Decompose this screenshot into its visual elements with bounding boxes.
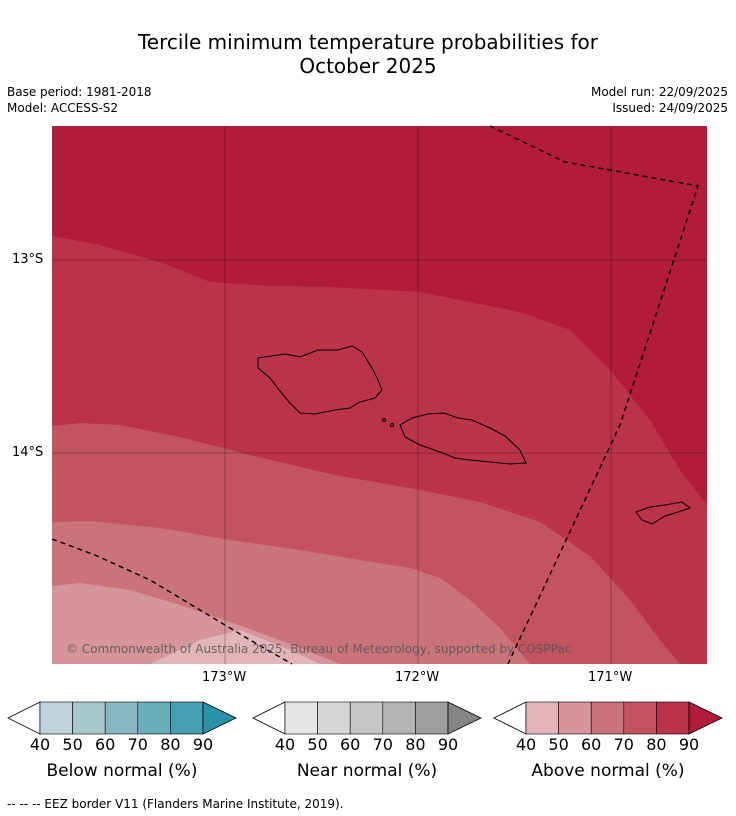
colorbar-tick-label: 80 (405, 735, 426, 754)
upolu-island (399, 412, 527, 465)
meta-right: Model run: 22/09/2025 Issued: 24/09/2025 (591, 84, 728, 116)
colorbar-segment (284, 701, 318, 735)
colorbar-tick-label: 80 (646, 735, 667, 754)
model-run: Model run: 22/09/2025 (590, 85, 728, 99)
legend-title: Above normal (%) (531, 761, 685, 781)
colorbar-tick-label: 50 (548, 735, 569, 754)
colorbar-segment (590, 701, 625, 735)
colorbar-tick-label: 70 (127, 735, 148, 754)
meta-left: Base period: 1981-2018 Model: ACCESS-S2 (7, 84, 152, 116)
tutuila-island (635, 501, 692, 525)
colorbar-max-arrow (447, 701, 482, 735)
colorbar-max-arrow (688, 701, 723, 735)
title-line-2: October 2025 (299, 54, 437, 78)
legend-above: 40 50 60 70 80 90 Above normal (%) (493, 700, 723, 790)
colorbar-segment (72, 701, 106, 735)
lon-label-173w: 173°W (202, 670, 247, 685)
colorbar-segment (415, 701, 449, 735)
colorbar-tick-label: 60 (340, 735, 361, 754)
colorbar-tick-label: 70 (613, 735, 634, 754)
islet-2 (390, 423, 394, 427)
colorbar (7, 701, 237, 735)
title-line-1: Tercile minimum temperature probabilitie… (137, 30, 599, 54)
colorbar-segment (656, 701, 690, 735)
colorbar (252, 701, 482, 735)
map-title: Tercile minimum temperature probabilitie… (0, 30, 736, 78)
colorbar-segment (623, 701, 657, 735)
colorbar-tick-label: 90 (678, 735, 700, 754)
colorbar-segment (382, 701, 416, 735)
legend-below: 40 50 60 70 80 90 Below normal (%) (7, 700, 237, 790)
colorbar-tick-label: 50 (62, 735, 83, 754)
colorbar-tick-label: 70 (372, 735, 393, 754)
lon-label-171w: 171°W (588, 670, 633, 685)
savaii-island (257, 345, 383, 415)
colorbar-tick-label: 40 (274, 735, 296, 754)
issued-date: Issued: 24/09/2025 (612, 101, 728, 115)
colorbar-tick-label: 80 (160, 735, 181, 754)
colorbar-min-arrow (493, 701, 527, 735)
legend-title: Below normal (%) (46, 761, 198, 781)
colorbar-max-arrow (202, 701, 237, 735)
lat-label-14s: 14°S (12, 445, 44, 460)
colorbar-segment (39, 701, 73, 735)
colorbar-segment (137, 701, 171, 735)
colorbar-tick-label: 90 (437, 735, 459, 754)
colorbar-min-arrow (7, 701, 41, 735)
legend-title: Near normal (%) (296, 761, 438, 781)
colorbar-min-arrow (252, 701, 286, 735)
colorbar-segment (170, 701, 204, 735)
lat-label-13s: 13°S (12, 252, 44, 267)
colorbar (493, 701, 723, 735)
eez-border (51, 125, 699, 665)
islet-1 (382, 418, 386, 422)
colorbar-tick-label: 60 (581, 735, 602, 754)
colorbar-tick-label: 90 (192, 735, 214, 754)
colorbar-segment (525, 701, 559, 735)
base-period: Base period: 1981-2018 (7, 85, 152, 99)
colorbar-segment (317, 701, 351, 735)
islands (257, 345, 692, 525)
colorbar-segment (104, 701, 139, 735)
colorbar-tick-label: 40 (29, 735, 51, 754)
colorbar-segment (349, 701, 384, 735)
colorbar-segment (558, 701, 592, 735)
footnote: -- -- -- EEZ border V11 (Flanders Marine… (7, 797, 344, 811)
colorbar-tick-label: 50 (307, 735, 328, 754)
legend-near: 40 50 60 70 80 90 Near normal (%) (252, 700, 482, 790)
colorbar-tick-label: 40 (515, 735, 537, 754)
model-name: Model: ACCESS-S2 (7, 101, 119, 115)
colorbar-tick-label: 60 (95, 735, 116, 754)
probability-map: © Commonwealth of Australia 2025, Bureau… (51, 125, 707, 665)
copyright-text: © Commonwealth of Australia 2025, Bureau… (66, 642, 571, 656)
gridlines (52, 126, 707, 664)
lon-label-172w: 172°W (395, 670, 440, 685)
